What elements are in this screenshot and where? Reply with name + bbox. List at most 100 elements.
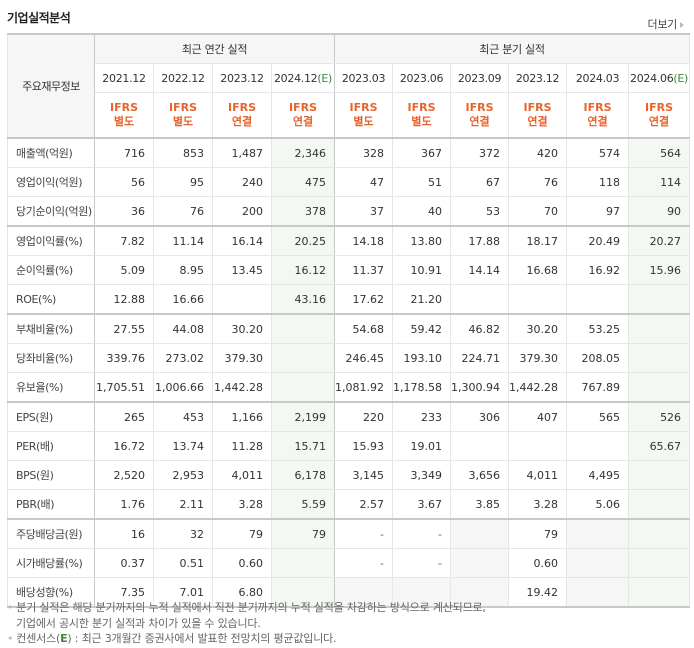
value-cell: 220 [334, 401, 394, 432]
value-cell: 1,166 [212, 401, 272, 432]
value-cell: 767.89 [566, 372, 630, 403]
row-label: 당좌비율(%) [7, 343, 95, 373]
value-cell: 306 [450, 401, 510, 432]
period-header: 2021.12 [94, 63, 154, 93]
value-cell [392, 577, 452, 608]
value-cell [270, 577, 336, 608]
value-cell: 10.91 [392, 255, 452, 285]
period-label: 2024.12 [273, 71, 318, 85]
value-cell: 15.93 [334, 431, 394, 461]
value-cell: 3,349 [392, 460, 452, 490]
value-cell: 3.67 [392, 489, 452, 520]
quarterly-group-header: 최근 분기 실적 [334, 33, 691, 64]
value-cell [628, 518, 691, 549]
value-cell: 47 [334, 167, 394, 197]
value-cell [270, 548, 336, 578]
period-header: 2024.12(E) [270, 63, 336, 93]
value-cell [450, 577, 510, 608]
value-cell: 79 [212, 518, 272, 549]
value-cell: 339.76 [94, 343, 154, 373]
value-cell: 2.57 [334, 489, 394, 520]
accounting-standard: IFRS [583, 101, 612, 114]
accounting-standard: IFRS [465, 101, 494, 114]
value-cell: 526 [628, 401, 691, 432]
more-link[interactable]: 더보기 [648, 16, 684, 32]
value-cell [628, 460, 691, 490]
row-label: PBR(배) [7, 489, 95, 520]
row-label: 주당배당금(원) [7, 518, 95, 549]
accounting-standard-header: IFRS 별도 [94, 92, 154, 139]
value-cell: 379.30 [212, 343, 272, 373]
value-cell [566, 284, 630, 315]
value-cell: 79 [270, 518, 336, 549]
value-cell: 13.80 [392, 225, 452, 256]
value-cell: 13.74 [153, 431, 213, 461]
corner-header: 주요재무정보 [7, 33, 95, 139]
accounting-standard-header: IFRS 연결 [566, 92, 630, 139]
accounting-standard: IFRS [349, 101, 378, 114]
value-cell: 565 [566, 401, 630, 432]
accounting-standard: IFRS [289, 101, 317, 114]
row-label: EPS(원) [7, 401, 95, 432]
value-cell: 3.85 [450, 489, 510, 520]
value-cell: 13.45 [212, 255, 272, 285]
value-cell: 7.01 [153, 577, 213, 608]
value-cell [508, 284, 568, 315]
period-header: 2022.12 [153, 63, 213, 93]
value-cell [628, 372, 691, 403]
value-cell: 0.51 [153, 548, 213, 578]
value-cell: 21.20 [392, 284, 452, 315]
value-cell: 407 [508, 401, 568, 432]
value-cell [566, 548, 630, 578]
value-cell [628, 313, 691, 344]
value-cell: 208.05 [566, 343, 630, 373]
value-cell: 20.25 [270, 225, 336, 256]
accounting-standard-header: IFRS 연결 [270, 92, 336, 139]
period-label: 2023.03 [341, 71, 386, 85]
notes: • 분기 실적은 해당 분기까지의 누적 실적에서 직전 분기까지의 누적 실적을… [7, 600, 486, 647]
value-cell: 76 [153, 196, 213, 227]
value-cell: 2,346 [270, 137, 336, 168]
consolidation-type: 연결 [527, 115, 548, 128]
note-1: • 분기 실적은 해당 분기까지의 누적 실적에서 직전 분기까지의 누적 실적을… [7, 601, 486, 614]
table-row: 시가배당률(%) 0.37 0.51 0.60- -0.60 [7, 548, 691, 578]
value-cell: 453 [153, 401, 213, 432]
value-cell: 420 [508, 137, 568, 168]
value-cell: 1,178.58 [392, 372, 452, 403]
value-cell: 16.66 [153, 284, 213, 315]
value-cell: 367 [392, 137, 452, 168]
accounting-standard: IFRS [110, 101, 138, 114]
value-cell: 16.92 [566, 255, 630, 285]
row-label: 배당성향(%) [7, 577, 95, 608]
value-cell: 44.08 [153, 313, 213, 344]
consolidation-type: 연결 [231, 115, 253, 128]
estimate-marker: (E) [317, 71, 333, 85]
value-cell: 11.28 [212, 431, 272, 461]
value-cell: 240 [212, 167, 272, 197]
value-cell: 15.96 [628, 255, 691, 285]
value-cell [508, 431, 568, 461]
value-cell: - [334, 518, 394, 549]
value-cell: 1,300.94 [450, 372, 510, 403]
value-cell: 36 [94, 196, 154, 227]
table-row: ROE(%) 12.88 16.66 43.16 17.62 21.20 [7, 284, 691, 315]
value-cell: 51 [392, 167, 452, 197]
period-header: 2023.09 [450, 63, 510, 93]
table-row: PER(배) 16.72 13.74 11.28 15.71 15.93 19.01 65.6… [7, 431, 691, 461]
value-cell: 16.72 [94, 431, 154, 461]
value-cell [450, 431, 510, 461]
period-label: 2023.06 [399, 71, 444, 85]
value-cell: 273.02 [153, 343, 213, 373]
value-cell: 32 [153, 518, 213, 549]
value-cell: 16.12 [270, 255, 336, 285]
row-label: 부채비율(%) [7, 313, 95, 344]
value-cell: 6,178 [270, 460, 336, 490]
consolidation-type: 연결 [648, 115, 670, 128]
value-cell: 11.14 [153, 225, 213, 256]
value-cell: 59.42 [392, 313, 452, 344]
period-header: 2023.12 [508, 63, 568, 93]
row-label: 매출액(억원) [7, 137, 95, 168]
value-cell: 1,705.51 [94, 372, 154, 403]
value-cell: 224.71 [450, 343, 510, 373]
value-cell: 18.17 [508, 225, 568, 256]
